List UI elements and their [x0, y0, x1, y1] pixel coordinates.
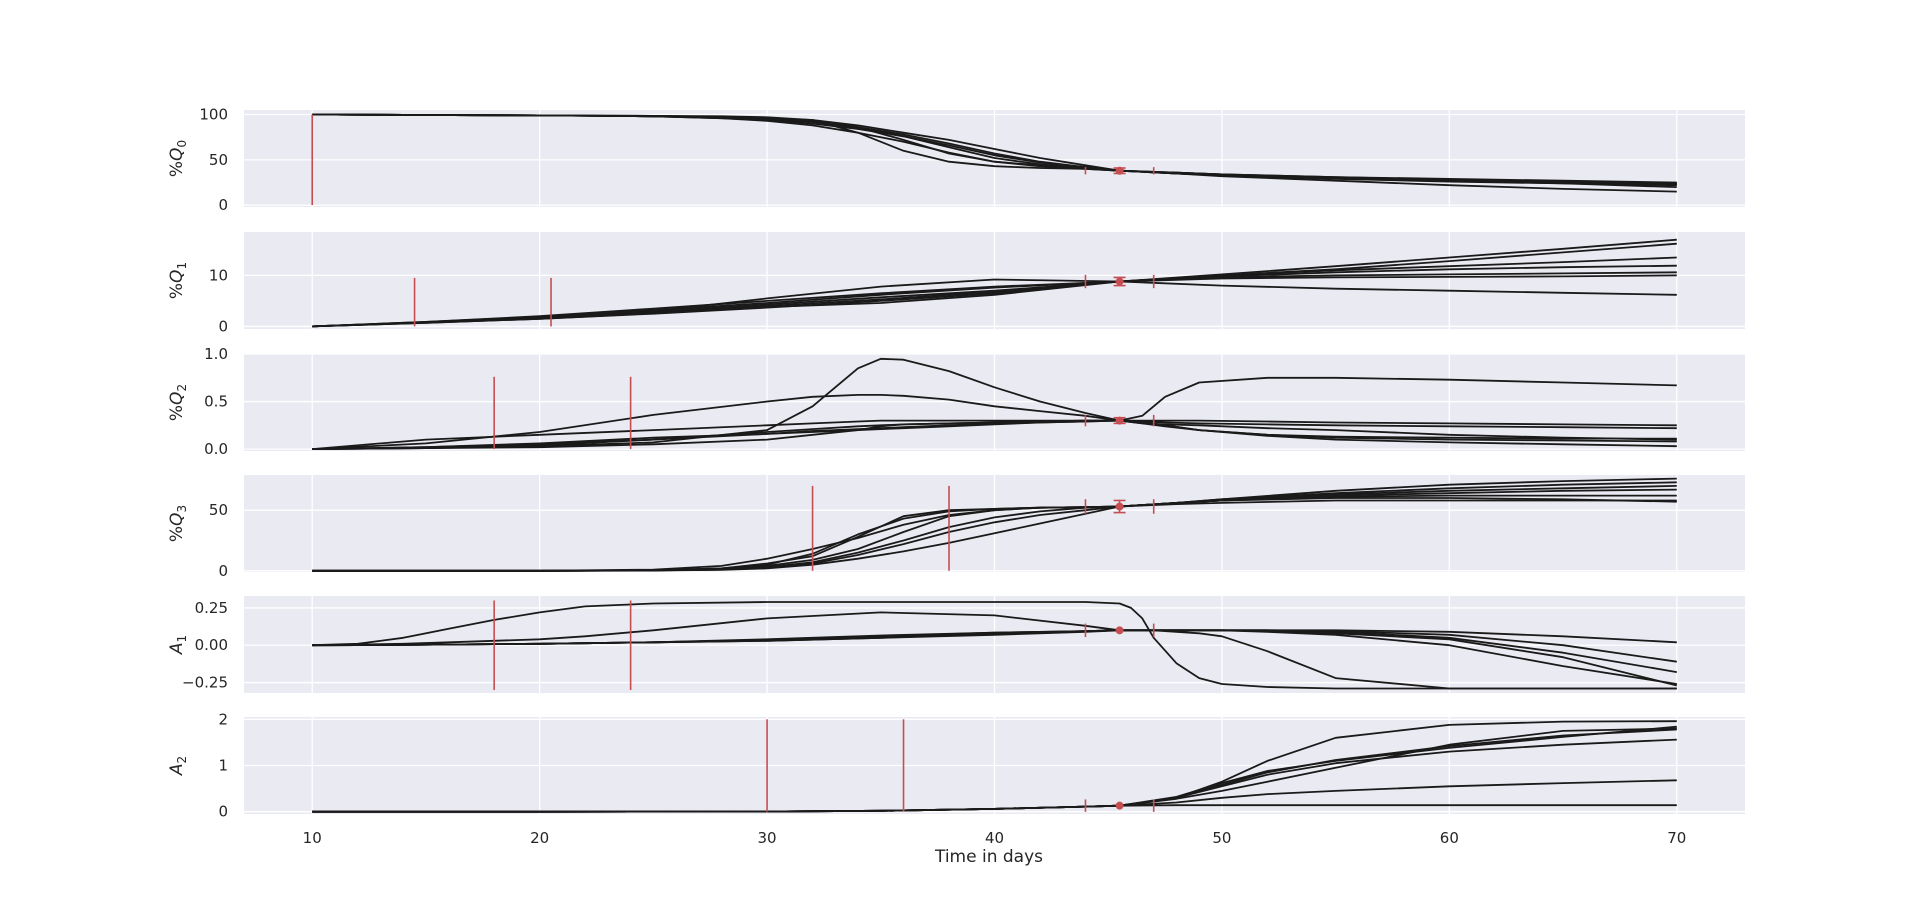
y-axis-label-symbol: A [167, 764, 187, 777]
y-tick-label: 50 [209, 501, 228, 519]
measurement-point [1115, 416, 1124, 425]
y-axis-label: %Q1 [167, 262, 189, 299]
x-tick-label: 70 [1667, 829, 1686, 847]
y-tick-label: 0.5 [204, 393, 228, 411]
y-tick-label: 10 [209, 266, 228, 284]
series-line-7 [312, 629, 1677, 647]
y-tick-label: 0.00 [195, 636, 228, 654]
series-group [312, 238, 1677, 328]
panel-a1: −0.25 0.00 0.25 A1 [167, 596, 1745, 693]
y-axis-label-subscript: 1 [175, 262, 189, 270]
series-line-3 [312, 271, 1677, 328]
y-axis-label-percent: % [167, 405, 187, 421]
y-tick-label: 100 [199, 106, 228, 124]
y-tick-label: 0 [218, 317, 228, 335]
y-axis-label-percent: % [167, 283, 187, 299]
series-group [312, 601, 1678, 690]
series-line-7 [312, 238, 1677, 328]
y-axis-label-percent: % [167, 526, 187, 542]
y-tick-label: 2 [218, 710, 228, 728]
y-tick-label: 1.0 [204, 345, 228, 363]
y-axis-label-symbol: Q [167, 513, 187, 526]
y-axis-label-percent: % [167, 161, 187, 177]
series-group [312, 357, 1677, 450]
series-line-2 [312, 611, 1677, 690]
y-tick-label: 0.0 [204, 440, 228, 458]
x-axis: 10 20 30 40 50 60 70 [303, 829, 1687, 847]
measurement-point [1115, 801, 1124, 810]
x-tick-label: 20 [530, 829, 549, 847]
x-tick-label: 40 [985, 829, 1004, 847]
series-line-7 [312, 419, 1677, 450]
x-axis-label: Time in days [934, 847, 1043, 867]
measurement-point [1115, 626, 1124, 635]
series-group [312, 113, 1677, 193]
y-tick-label: 0 [218, 562, 228, 580]
y-axis-label: A2 [167, 756, 189, 776]
x-tick-label: 50 [1212, 829, 1231, 847]
y-axis-label-subscript: 0 [175, 140, 189, 148]
y-tick-label: 0 [218, 803, 228, 821]
series-line-6 [312, 419, 1677, 450]
x-tick-label: 10 [303, 829, 322, 847]
series-line-7 [312, 804, 1677, 813]
y-tick-label: 0.25 [195, 599, 228, 617]
measurement-point [1115, 277, 1124, 286]
panel-q3: 050%Q3 [167, 475, 1745, 580]
x-tick-label: 60 [1440, 829, 1459, 847]
series-line-4 [312, 419, 1677, 450]
y-axis-label: %Q3 [167, 505, 189, 542]
y-axis-label: %Q0 [167, 140, 189, 177]
y-tick-label: −0.25 [182, 674, 228, 692]
y-axis-label: %Q2 [167, 384, 189, 421]
y-tick-label: 1 [218, 757, 228, 775]
series-line-2 [312, 394, 1677, 450]
series-line-7 [312, 497, 1677, 572]
panel-q1: 010%Q1 [167, 232, 1745, 335]
y-axis-label-symbol: Q [167, 270, 187, 283]
x-tick-label: 30 [758, 829, 777, 847]
measurement-point [1115, 502, 1124, 511]
y-tick-label: 50 [209, 151, 228, 169]
series-line-7 [312, 113, 1677, 185]
panels-group: 050100%Q0010%Q10.00.51.0%Q2050%Q3−0.250.… [167, 106, 1745, 821]
y-axis-label: A1 [167, 635, 189, 655]
y-axis-label-symbol: A [167, 643, 187, 656]
series-line-1 [312, 601, 1677, 690]
y-axis-label-subscript: 1 [175, 635, 189, 643]
y-axis-label-subscript: 3 [175, 505, 189, 513]
y-axis-label-subscript: 2 [175, 756, 189, 764]
measurement-point [1115, 166, 1124, 175]
y-axis-label-subscript: 2 [175, 384, 189, 392]
panel-q2: 0.00.51.0%Q2 [167, 345, 1745, 458]
series-group [312, 477, 1677, 572]
y-axis-label-symbol: Q [167, 148, 187, 161]
series-group [312, 720, 1677, 813]
y-tick-label: 0 [218, 196, 228, 214]
y-axis-label-symbol: Q [167, 392, 187, 405]
